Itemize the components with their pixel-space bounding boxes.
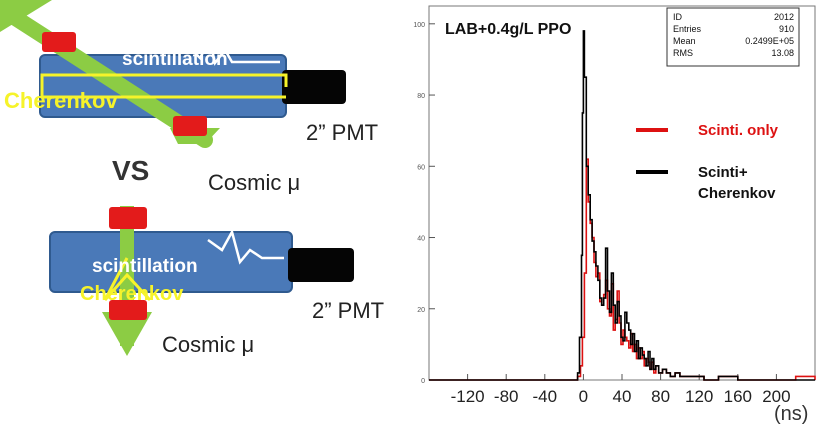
stats-key: RMS bbox=[673, 48, 693, 58]
muon-entry bbox=[0, 0, 52, 32]
muon-arrowhead bbox=[102, 312, 152, 356]
trigger-paddle-bottom bbox=[109, 300, 147, 320]
trigger-paddle-top bbox=[109, 207, 147, 229]
stats-key: Mean bbox=[673, 36, 696, 46]
y-tick-label: 80 bbox=[417, 93, 425, 100]
x-tick-label: 0 bbox=[579, 387, 588, 406]
x-tick-label: 200 bbox=[762, 387, 790, 406]
pmt-label: 2” PMT bbox=[306, 120, 378, 145]
stats-value: 2012 bbox=[774, 12, 794, 22]
legend-label: Scinti. only bbox=[698, 122, 779, 139]
cherenkov-label: Cherenkov bbox=[4, 88, 118, 113]
scintillation-label: scintillation bbox=[122, 49, 228, 70]
vs-label: VS bbox=[112, 155, 149, 186]
legend-label: Scinti+ Cherenkov bbox=[698, 164, 776, 202]
pmt bbox=[288, 248, 354, 282]
muon-label: Cosmic μ bbox=[162, 332, 254, 357]
x-tick-label: 160 bbox=[724, 387, 752, 406]
scintillation-zigzag bbox=[189, 36, 280, 66]
plot-frame bbox=[428, 5, 816, 381]
x-tick-label: -40 bbox=[533, 387, 558, 406]
scintillation-zigzag bbox=[207, 228, 284, 265]
timing-histogram: 0 20 40 60 80 100 -120 -80 -40 0 40 80 120 160 200 LA… bbox=[413, 5, 816, 425]
y-tick-label: 100 bbox=[413, 22, 425, 29]
stats-box: ID 2012 Entries 910 Mean 0.2499E+05 RMS 13.08 bbox=[666, 7, 800, 67]
series-layer bbox=[429, 30, 816, 381]
y-tick-label: 0 bbox=[421, 378, 425, 385]
x-tick-label: 80 bbox=[651, 387, 670, 406]
stats-key: Entries bbox=[673, 24, 702, 34]
cherenkov-cone bbox=[103, 257, 152, 302]
trigger-paddle-top bbox=[42, 32, 76, 52]
stats-box-frame bbox=[666, 7, 800, 67]
y-tick-label: 40 bbox=[417, 236, 425, 243]
stats-value: 0.2499E+05 bbox=[745, 36, 794, 46]
x-unit-label: (ns) bbox=[774, 403, 808, 425]
x-tick-label: 40 bbox=[613, 387, 632, 406]
stats-value: 910 bbox=[779, 24, 794, 34]
cherenkov-light-path bbox=[40, 73, 288, 97]
legend: Scinti. only Scinti+ Cherenkov bbox=[636, 122, 779, 202]
x-tick-label: -120 bbox=[451, 387, 485, 406]
pmt bbox=[282, 70, 346, 104]
scintillation-label: scintillation bbox=[92, 256, 198, 277]
y-tick-label: 20 bbox=[417, 307, 425, 314]
series-line-scinti-cherenkov bbox=[429, 30, 815, 381]
cherenkov-label: Cherenkov bbox=[80, 283, 184, 305]
x-axis: -120 -80 -40 0 40 80 120 160 200 bbox=[451, 374, 791, 406]
chart-title: LAB+0.4g/L PPO bbox=[445, 21, 571, 38]
x-tick-label: 120 bbox=[685, 387, 713, 406]
stats-value: 13.08 bbox=[771, 48, 794, 58]
bottom-setup: scintillation Cherenkov 2” PMT Cosmic μ bbox=[49, 206, 384, 357]
pmt-label: 2” PMT bbox=[312, 298, 384, 323]
stats-key: ID bbox=[673, 12, 683, 22]
trigger-paddle-bottom bbox=[173, 116, 207, 136]
x-tick-label: -80 bbox=[494, 387, 519, 406]
muon-label: Cosmic μ bbox=[208, 170, 300, 195]
y-tick-label: 60 bbox=[417, 164, 425, 171]
top-setup: scintillation Cherenkov 2” PMT Cosmic μ bbox=[0, 0, 378, 195]
